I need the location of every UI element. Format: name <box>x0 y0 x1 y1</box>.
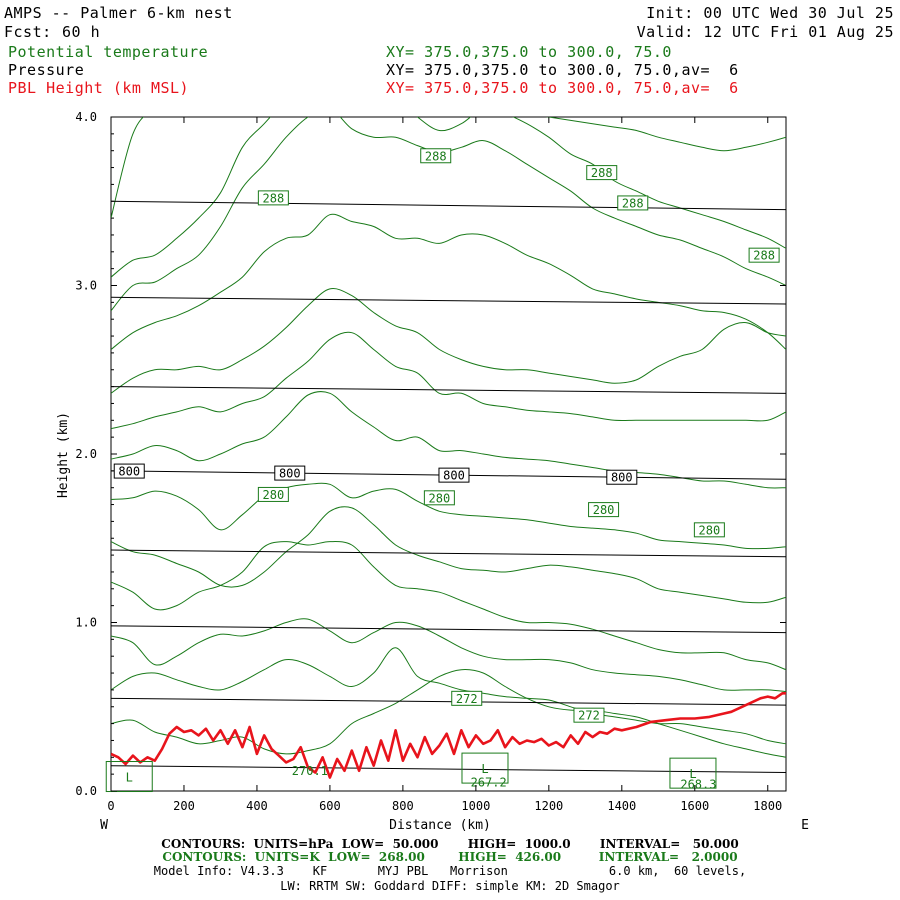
y-tick-label: 2.0 <box>75 447 97 461</box>
theta-contour-274 <box>111 618 786 693</box>
minimum-value-label: 268.3 <box>680 777 716 791</box>
x-tick-label: 1000 <box>461 799 490 813</box>
theta-label-280: 280 <box>588 502 620 518</box>
pressure-contour-info: CONTOURS: UNITS=hPa LOW= 50.000 HIGH= 10… <box>161 837 739 851</box>
theta-contour-294 <box>111 117 786 219</box>
x-tick-label: 800 <box>392 799 414 813</box>
svg-text:272: 272 <box>578 709 600 723</box>
theta-contour-272 <box>111 647 786 745</box>
svg-text:L: L <box>126 771 133 785</box>
minimum-value-label: 270.1 <box>292 764 328 778</box>
x-tick-label: 1800 <box>753 799 782 813</box>
pressure-label-800: 800 <box>438 467 470 483</box>
y-tick-label: 3.0 <box>75 279 97 293</box>
theta-contour-286 <box>111 288 786 394</box>
forecast-label: Fcst: <box>4 23 52 41</box>
x-tick-label: 0 <box>107 799 114 813</box>
theta-label-288: 288 <box>586 165 618 181</box>
svg-text:280: 280 <box>699 523 721 537</box>
pressure-contour-900 <box>111 625 786 634</box>
svg-text:L: L <box>481 762 488 776</box>
theta-label-288: 288 <box>420 148 452 164</box>
theta-label-280: 280 <box>257 486 289 502</box>
theta-contour-270 <box>111 669 786 758</box>
theta-label-288: 288 <box>617 195 649 211</box>
x-tick-label: 200 <box>173 799 195 813</box>
east-label: E <box>801 818 809 833</box>
theta-label-288: 288 <box>748 247 780 263</box>
theta-label-288: 288 <box>257 190 289 206</box>
model-title: AMPS -- Palmer 6-km nest <box>4 4 233 22</box>
x-tick-label: 1200 <box>534 799 563 813</box>
theta-contour-284 <box>111 331 786 430</box>
valid-time: Valid: 12 UTC Fri 01 Aug 25 <box>636 23 894 41</box>
svg-text:280: 280 <box>263 488 285 502</box>
svg-text:288: 288 <box>622 196 644 210</box>
y-tick-label: 0.0 <box>75 784 97 798</box>
cross-section-chart: 288 288 288 288 288 280 280 280 280 272 272 800 800 8… <box>56 110 809 833</box>
pressure-contour-750 <box>111 386 786 394</box>
svg-text:L: L <box>689 767 696 781</box>
svg-text:288: 288 <box>753 249 775 263</box>
y-tick-label: 1.0 <box>75 616 97 630</box>
theta-label-272: 272 <box>451 690 483 706</box>
svg-text:288: 288 <box>263 191 285 205</box>
svg-text:280: 280 <box>429 491 451 505</box>
pressure-contour-950 <box>111 697 786 706</box>
pressure-label-800: 800 <box>274 465 306 481</box>
theta-contour-276 <box>111 541 786 671</box>
svg-text:288: 288 <box>425 149 447 163</box>
theta-contour-292 <box>111 117 786 278</box>
pressure-contour-700 <box>111 296 786 305</box>
field-pbl-name: PBL Height (km MSL) <box>8 79 190 97</box>
svg-text:800: 800 <box>118 465 140 479</box>
pressure-label-800: 800 <box>113 463 145 479</box>
x-tick-label: 1600 <box>680 799 709 813</box>
field-theta-xy: XY= 375.0,375.0 to 300.0, 75.0 <box>386 43 672 61</box>
theta-contour-282 <box>111 391 786 489</box>
svg-text:272: 272 <box>456 692 478 706</box>
pressure-contour-850 <box>111 549 786 558</box>
minimum-marker-L: L <box>461 752 509 784</box>
theta-contour-288 <box>111 213 786 350</box>
theta-label-272: 272 <box>573 707 605 723</box>
init-time: Init: 00 UTC Wed 30 Jul 25 <box>646 4 894 22</box>
minimum-marker-L: L <box>669 757 717 789</box>
svg-text:280: 280 <box>593 503 615 517</box>
minimum-marker-L: L <box>105 761 153 793</box>
x-tick-label: 400 <box>246 799 268 813</box>
physics-info: LW: RRTM SW: Goddard DIFF: simple KM: 2D… <box>280 879 620 893</box>
field-theta-name: Potential temperature <box>8 43 209 61</box>
x-tick-label: 1400 <box>607 799 636 813</box>
svg-text:800: 800 <box>279 467 301 481</box>
x-tick-label: 600 <box>319 799 341 813</box>
field-pbl-xy: XY= 375.0,375.0 to 300.0, 75.0,av= 6 <box>386 79 739 97</box>
field-pressure-name: Pressure <box>8 61 85 79</box>
theta-contour-info: CONTOURS: UNITS=K LOW= 268.00 HIGH= 426.… <box>162 850 738 864</box>
field-pressure-xy: XY= 375.0,375.0 to 300.0, 75.0,av= 6 <box>386 61 739 79</box>
pressure-contour-650 <box>111 200 786 211</box>
y-tick-label: 4.0 <box>75 110 97 124</box>
forecast-hour: 60 h <box>62 23 101 41</box>
svg-text:800: 800 <box>443 469 465 483</box>
west-label: W <box>100 818 108 833</box>
x-axis-label: Distance (km) <box>389 818 491 833</box>
theta-label-280: 280 <box>423 490 455 506</box>
theta-contour-280 <box>111 482 786 550</box>
pressure-label-800: 800 <box>606 469 638 485</box>
svg-text:288: 288 <box>591 166 613 180</box>
theta-label-280: 280 <box>693 522 725 538</box>
pbl-height-line <box>111 691 786 779</box>
minimum-value-label: 267.2 <box>471 776 507 790</box>
pressure-contour-1000 <box>111 765 786 773</box>
svg-text:800: 800 <box>611 471 633 485</box>
y-axis-label: Height (km) <box>56 412 71 498</box>
theta-contour-278 <box>111 506 786 604</box>
model-info: Model Info: V4.3.3 KF MYJ PBL Morrison 6… <box>153 864 747 878</box>
